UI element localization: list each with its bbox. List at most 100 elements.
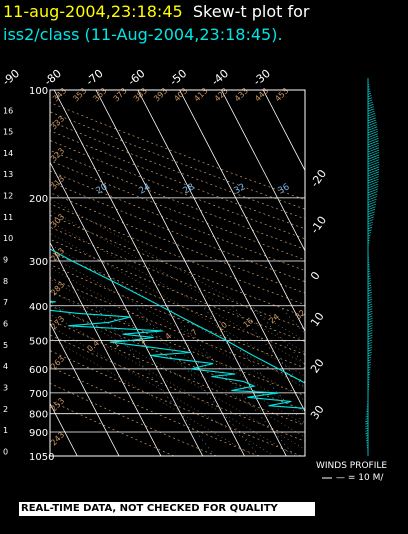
adiabat-label: 383	[132, 86, 149, 103]
isotherm-line	[50, 161, 204, 456]
height-km-label: 14	[3, 149, 13, 158]
wind-barb	[367, 351, 372, 354]
wind-barb	[367, 159, 380, 165]
adiabat-label: 443	[253, 86, 270, 103]
wind-barb	[367, 115, 376, 119]
wind-barb	[367, 318, 373, 321]
wind-barb	[367, 294, 372, 297]
wind-barb	[367, 310, 373, 314]
wind-barb	[367, 232, 372, 234]
wind-barb	[367, 135, 379, 141]
mixing-ratio-line	[231, 305, 305, 389]
mixing-ratio-line	[167, 305, 296, 456]
wind-barb	[367, 133, 379, 138]
wind-profile	[322, 78, 380, 479]
isotherm-top-label: -30	[251, 67, 273, 89]
dry-adiabat	[50, 226, 305, 330]
isotherm-line	[221, 90, 305, 252]
height-km-label: 6	[3, 319, 8, 328]
wind-barb	[367, 268, 371, 270]
wind-barb	[367, 128, 378, 134]
wind-barb	[367, 347, 373, 350]
pressure-label: 800	[29, 410, 48, 421]
wind-barb	[367, 376, 371, 378]
pressure-label: 700	[29, 389, 48, 400]
wind-barb	[367, 193, 378, 198]
isotherm-line	[0, 90, 36, 456]
wind-barb	[367, 301, 373, 304]
mixing-ratio-line	[251, 305, 305, 366]
wind-barb	[367, 330, 373, 333]
wind-barb	[367, 117, 376, 122]
header-datetime: 11-aug-2004,23:18:45	[3, 2, 183, 21]
wind-barb	[367, 287, 372, 290]
isotherm-right-label: -10	[308, 214, 329, 236]
moist-ratio-label: 24	[268, 312, 282, 325]
wind-barb	[366, 406, 369, 408]
dry-adiabat	[50, 350, 302, 456]
adiabat-label: 323	[49, 146, 66, 163]
isotherm-line	[262, 90, 305, 172]
sounding-profiles	[50, 248, 305, 409]
wind-barb	[367, 196, 378, 201]
height-km-label: 0	[3, 447, 8, 456]
isotherm-lines	[0, 90, 305, 456]
mixing-ratio-line	[201, 305, 305, 425]
wind-barb	[367, 181, 379, 186]
wind-barb	[367, 110, 375, 114]
wind-barb	[367, 211, 375, 215]
height-km-label: 3	[3, 383, 8, 392]
dry-adiabat	[50, 192, 305, 294]
wind-barb	[367, 169, 380, 174]
adiabat-label: 413	[192, 86, 209, 103]
wind-barb	[367, 203, 377, 208]
wind-barb	[367, 344, 373, 347]
mixing-ratio-line	[322, 306, 408, 456]
moist-adiabat	[50, 325, 275, 456]
isotherm-right-label: 0	[308, 269, 323, 282]
wind-barb	[367, 206, 376, 210]
wind-barb	[367, 99, 373, 102]
height-km-label: 15	[3, 128, 13, 137]
wind-barb	[365, 434, 369, 437]
isotherm-right-label: 10	[308, 310, 327, 329]
pressure-label: 300	[29, 257, 48, 268]
moist-adiabat	[50, 232, 305, 377]
wind-barb	[367, 308, 373, 311]
wind-barb	[367, 263, 370, 266]
height-km-label: 2	[3, 405, 8, 414]
wind-barb	[367, 349, 372, 352]
wind-barb	[365, 420, 369, 423]
winds-scale-label: — = 10 M/	[336, 473, 384, 483]
dry-adiabat	[50, 383, 217, 456]
wind-barb	[365, 425, 369, 427]
moist-ratio-label: 1	[112, 339, 122, 349]
wind-barb	[367, 183, 379, 189]
wind-barb	[367, 119, 377, 124]
wind-barb	[367, 354, 372, 357]
plot-frame	[49, 89, 306, 457]
wind-barb	[367, 142, 379, 148]
wind-barb	[365, 430, 369, 432]
adiabat-label: 333	[49, 114, 66, 131]
adiabat-label: 453	[273, 86, 290, 103]
wind-barb	[367, 366, 371, 369]
isotherm-top-label: -60	[125, 67, 147, 89]
isotherm-right-label: 30	[308, 403, 327, 422]
adiabat-label: 363	[91, 86, 108, 103]
wind-barb	[367, 138, 379, 143]
isotherm-top-label: -50	[167, 67, 189, 89]
moist-adiabat	[50, 244, 305, 389]
wind-barb	[367, 374, 371, 376]
wind-barb	[367, 122, 377, 126]
wind-barb	[367, 327, 373, 330]
wind-barb	[367, 156, 380, 162]
isotherm-line	[50, 241, 162, 456]
header-subtitle: iss2/class (11-Aug-2004,23:18:45).	[3, 25, 283, 44]
wind-barb	[367, 88, 371, 90]
wind-barb	[366, 410, 369, 413]
wind-barb	[367, 273, 371, 275]
wind-barb	[365, 415, 369, 418]
dry-adiabat	[50, 277, 305, 383]
